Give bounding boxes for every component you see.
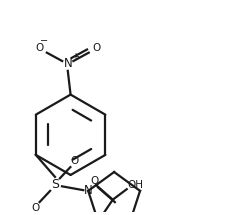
Text: S: S	[51, 178, 59, 191]
Text: O: O	[71, 156, 79, 166]
Text: O: O	[31, 203, 40, 213]
Text: O: O	[92, 43, 101, 54]
Text: O: O	[91, 176, 99, 186]
Text: N: N	[63, 57, 72, 70]
Text: −: −	[40, 37, 48, 46]
Text: O: O	[35, 43, 43, 54]
Text: N: N	[84, 184, 92, 197]
Text: OH: OH	[128, 180, 144, 190]
Text: +: +	[71, 52, 79, 62]
